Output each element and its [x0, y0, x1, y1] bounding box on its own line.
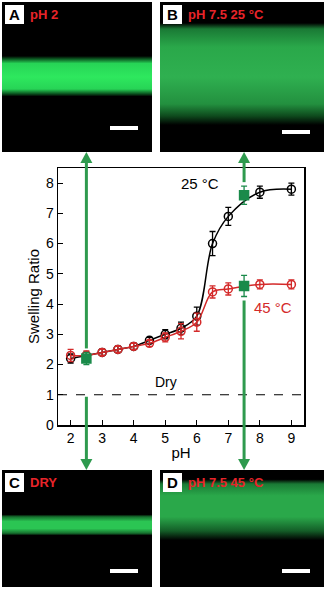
svg-text:6: 6 [46, 235, 54, 251]
svg-text:8: 8 [256, 430, 264, 446]
svg-text:Swelling Ratio: Swelling Ratio [25, 249, 42, 344]
html-text:pH 2: pH 2 [30, 7, 59, 22]
html-text:A: A [9, 6, 20, 23]
svg-text:0: 0 [46, 417, 54, 433]
svg-text:5: 5 [161, 430, 169, 446]
svg-text:2: 2 [46, 356, 54, 372]
svg-text:5: 5 [46, 266, 54, 282]
svg-text:4: 4 [130, 430, 138, 446]
svg-text:Dry: Dry [155, 374, 177, 390]
html-text:D: D [167, 474, 178, 491]
svg-text:6: 6 [193, 430, 201, 446]
svg-text:3: 3 [46, 326, 54, 342]
svg-text:3: 3 [98, 430, 106, 446]
svg-text:9: 9 [287, 430, 295, 446]
svg-text:7: 7 [224, 430, 232, 446]
html-text:pH 7.5 45 °C: pH 7.5 45 °C [188, 475, 264, 490]
svg-text:4: 4 [46, 296, 54, 312]
html-text:C: C [9, 474, 20, 491]
html-text:pH 7.5 25 °C: pH 7.5 25 °C [188, 7, 264, 22]
html-text:B: B [167, 6, 178, 23]
svg-text:25 °C: 25 °C [181, 175, 219, 192]
svg-text:45 °C: 45 °C [254, 299, 292, 316]
svg-text:1: 1 [46, 387, 54, 403]
html-text:DRY: DRY [30, 475, 57, 490]
svg-text:2: 2 [67, 430, 75, 446]
svg-text:pH: pH [171, 444, 190, 461]
svg-text:7: 7 [46, 205, 54, 221]
svg-text:8: 8 [46, 175, 54, 191]
